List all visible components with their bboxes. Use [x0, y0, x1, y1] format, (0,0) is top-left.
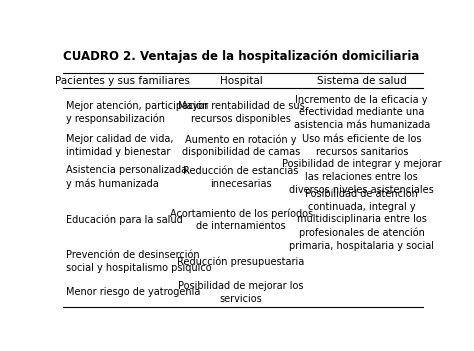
Text: Educación para la salud: Educación para la salud: [66, 214, 182, 225]
Text: CUADRO 2. Ventajas de la hospitalización domiciliaria: CUADRO 2. Ventajas de la hospitalización…: [63, 50, 419, 63]
Text: Reducción presupuestaria: Reducción presupuestaria: [177, 256, 305, 267]
Text: Sistema de salud: Sistema de salud: [317, 75, 407, 86]
Text: Hospital: Hospital: [220, 75, 263, 86]
Text: Uso más eficiente de los
recursos sanitarios: Uso más eficiente de los recursos sanita…: [302, 134, 421, 157]
Text: Menor riesgo de yatrogenia: Menor riesgo de yatrogenia: [66, 287, 200, 297]
Text: Posibilidad de atención
continuada, integral y
multidisciplinaria entre los
prof: Posibilidad de atención continuada, inte…: [289, 189, 434, 251]
Text: Incremento de la eficacia y
efectividad mediante una
asistencia más humanizada: Incremento de la eficacia y efectividad …: [293, 94, 430, 130]
Text: Pacientes y sus familiares: Pacientes y sus familiares: [55, 75, 190, 86]
Text: Acortamiento de los períodos
de internamientos: Acortamiento de los períodos de internam…: [170, 208, 313, 231]
Text: Posibilidad de mejorar los
servicios: Posibilidad de mejorar los servicios: [178, 281, 304, 304]
Text: Posibilidad de integrar y mejorar
las relaciones entre los
diversos niveles asis: Posibilidad de integrar y mejorar las re…: [282, 159, 442, 195]
Text: Mayor rentabilidad de sus
recursos disponibles: Mayor rentabilidad de sus recursos dispo…: [178, 101, 304, 124]
Text: Mejor atención, participación
y responsabilización: Mejor atención, participación y responsa…: [66, 100, 208, 124]
Text: Mejor calidad de vida,
intimidad y bienestar: Mejor calidad de vida, intimidad y biene…: [66, 134, 173, 157]
Text: Aumento en rotación y
disponibilidad de camas: Aumento en rotación y disponibilidad de …: [182, 134, 300, 158]
Text: Reducción de estancias
innecesarias: Reducción de estancias innecesarias: [183, 166, 299, 188]
Text: Prevención de desinserción
social y hospitalismo psíquico: Prevención de desinserción social y hosp…: [66, 250, 211, 273]
Text: Asistencia personalizada
y más humanizada: Asistencia personalizada y más humanizad…: [66, 165, 187, 189]
